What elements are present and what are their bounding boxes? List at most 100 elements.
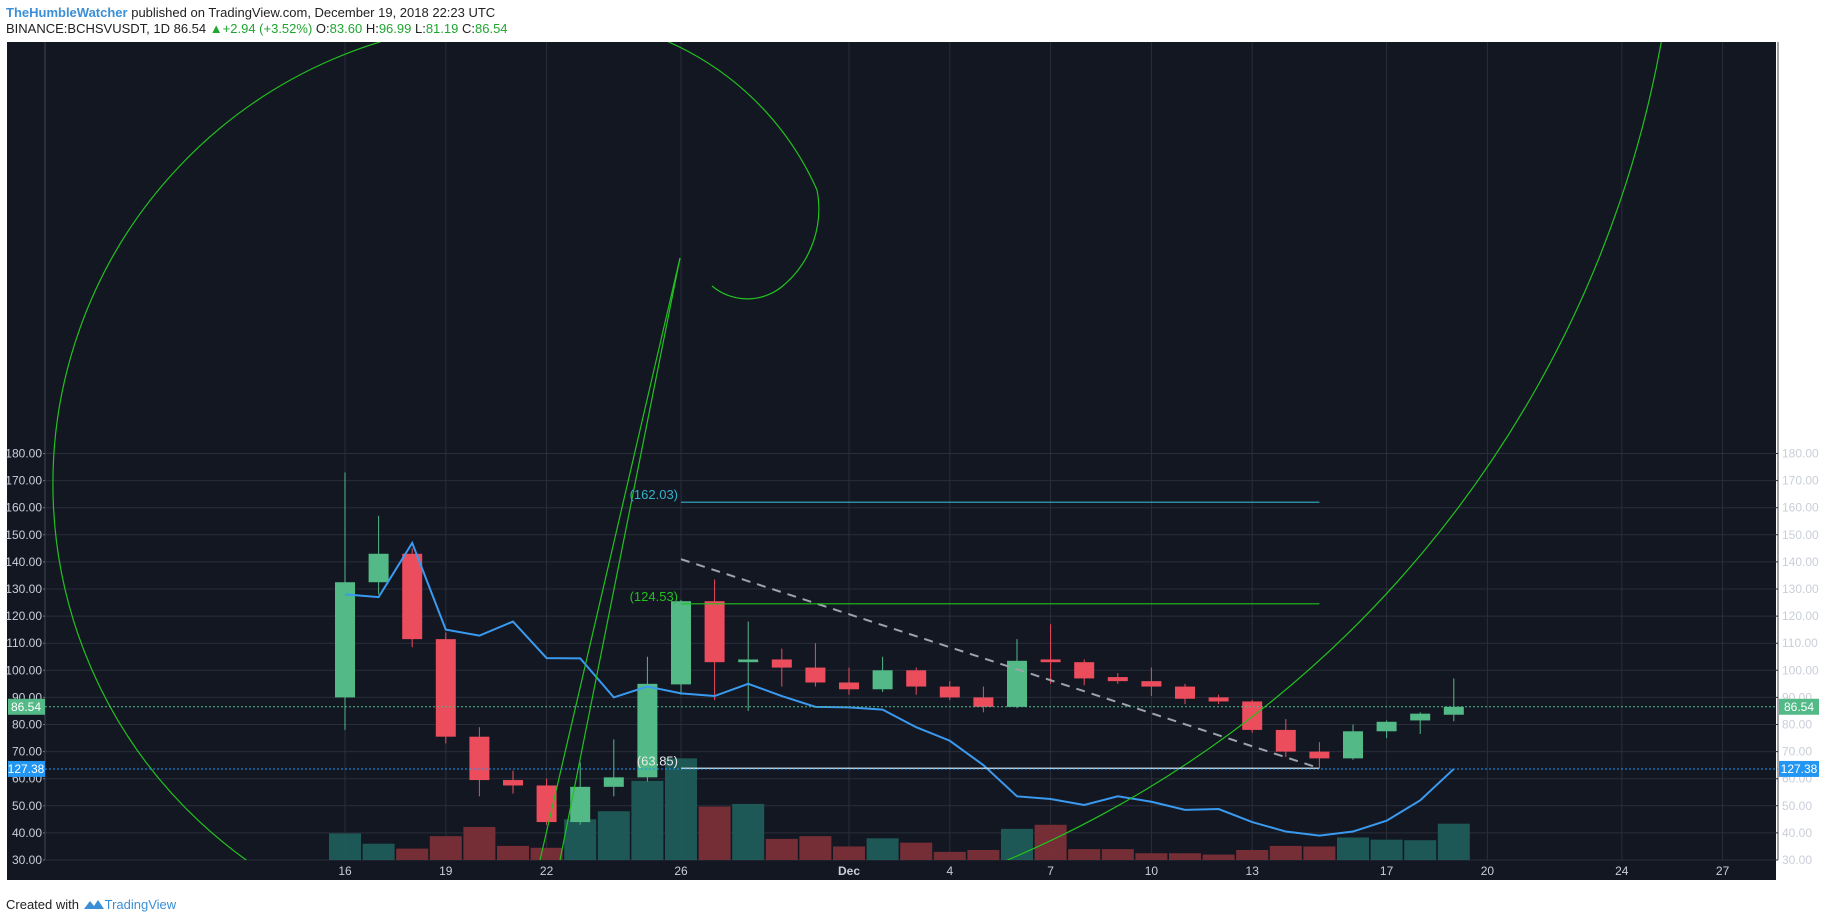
volume-bar (933, 851, 966, 860)
y-tick-label-right: 100.00 (1782, 663, 1819, 677)
last-price: 86.54 (173, 21, 207, 36)
candle (570, 762, 591, 825)
volume-bar (1269, 845, 1302, 860)
candle-body (671, 601, 691, 685)
price-change: +2.94 (+3.52%) (222, 21, 313, 36)
candle (704, 579, 725, 701)
y-tick-label-right: 30.00 (1782, 853, 1812, 867)
candle (1443, 678, 1464, 722)
footer: Created with TradingView (6, 897, 176, 912)
candle-body (1141, 681, 1162, 687)
close-value: 86.54 (475, 21, 508, 36)
fib-level-label: (63.85) (637, 753, 678, 768)
candle-body (704, 601, 725, 663)
volume-bar (866, 838, 899, 860)
candle (603, 739, 624, 797)
volume-bar (329, 833, 361, 860)
volume-bar (1202, 854, 1235, 860)
volume-bar (1101, 849, 1134, 860)
publish-info: TheHumbleWatcher published on TradingVie… (6, 5, 495, 20)
volume-bar (833, 846, 865, 860)
volume-bar (698, 806, 731, 860)
price-tag-left (8, 698, 45, 715)
y-tick-label-left: 140.00 (5, 555, 42, 569)
candle-body (368, 553, 389, 583)
candle (335, 472, 355, 730)
candle (435, 632, 456, 744)
price-tag-right-text: 86.54 (1784, 700, 1814, 714)
volume-bar (665, 758, 697, 860)
candle-body (469, 736, 490, 781)
y-tick-label-right: 160.00 (1782, 501, 1819, 515)
volume-bar (429, 836, 462, 860)
y-tick-label-left: 50.00 (12, 799, 42, 813)
candle-body (503, 780, 523, 786)
y-tick-label-left: 80.00 (12, 718, 42, 732)
x-tick-label: 20 (1481, 864, 1495, 878)
candle-body (570, 786, 591, 823)
tradingview-brand-link[interactable]: TradingView (104, 897, 177, 912)
price-tag-right-text: 127.38 (1781, 762, 1818, 776)
low-value: 81.19 (425, 21, 459, 36)
price-tag-left (8, 760, 45, 777)
y-tick-label-right: 140.00 (1782, 555, 1819, 569)
price-chart[interactable]: 180.00 180.00 170.00 170.00 160.00 160.00 150.… (0, 40, 1828, 885)
spiral-arc-inner-right (784, 189, 820, 285)
volume-bar (1303, 846, 1336, 860)
price-tag-right (1779, 760, 1819, 777)
x-tick-label: 24 (1615, 864, 1629, 878)
candle (1410, 712, 1431, 734)
y-tick-label-left: 100.00 (5, 663, 42, 677)
candle (1309, 742, 1330, 768)
volume-bar (597, 811, 630, 860)
y-tick-label-right: 120.00 (1782, 609, 1819, 623)
plot-area (52, 42, 1662, 860)
candle-body (1376, 721, 1397, 732)
candle-body (1107, 677, 1128, 682)
y-tick-label-left: 110.00 (6, 636, 42, 650)
candle-body (603, 777, 624, 787)
candle-body (1175, 686, 1195, 699)
candle-body (738, 659, 759, 663)
volume-bar (1404, 840, 1437, 860)
y-tick-label-right: 80.00 (1782, 718, 1812, 732)
candles (335, 472, 1464, 825)
high-value: 96.99 (378, 21, 412, 36)
x-tick-label: 27 (1716, 864, 1730, 878)
y-tick-label-right: 150.00 (1782, 528, 1819, 542)
x-tick-label: 22 (540, 864, 554, 878)
candle (771, 648, 792, 687)
spiral-arc-top (667, 42, 818, 191)
y-tick-label-right: 50.00 (1782, 799, 1812, 813)
volume-bar (1001, 828, 1033, 860)
candle (536, 778, 557, 825)
candle-body (1443, 706, 1464, 715)
y-tick-label-left: 150.00 (5, 528, 42, 542)
x-tick-label: 17 (1380, 864, 1394, 878)
created-with-text: Created with (6, 897, 79, 912)
candle (503, 770, 523, 794)
candle (1107, 673, 1128, 684)
x-tick-label: 19 (439, 864, 453, 878)
y-tick-label-left: 40.00 (12, 826, 42, 840)
fib-level-label: (124.53) (630, 589, 678, 604)
candle-body (1074, 662, 1095, 679)
y-tick-label-right: 40.00 (1782, 826, 1812, 840)
low-label: L: (414, 21, 426, 36)
candle-body (335, 582, 355, 698)
y-tick-label-right: 130.00 (1782, 582, 1819, 596)
candle (973, 686, 994, 713)
candle (1275, 719, 1296, 758)
candle-body (1410, 713, 1431, 721)
candle (805, 643, 826, 687)
author-link[interactable]: TheHumbleWatcher (6, 5, 128, 20)
candle (671, 599, 691, 695)
y-tick-label-left: 70.00 (12, 745, 42, 759)
candle (1141, 667, 1162, 697)
candle (1208, 694, 1229, 705)
candle-body (872, 670, 893, 690)
candle (1175, 683, 1195, 705)
volume-bar (1135, 853, 1168, 860)
y-tick-label-left: 30.00 (12, 853, 42, 867)
candle (738, 621, 759, 711)
